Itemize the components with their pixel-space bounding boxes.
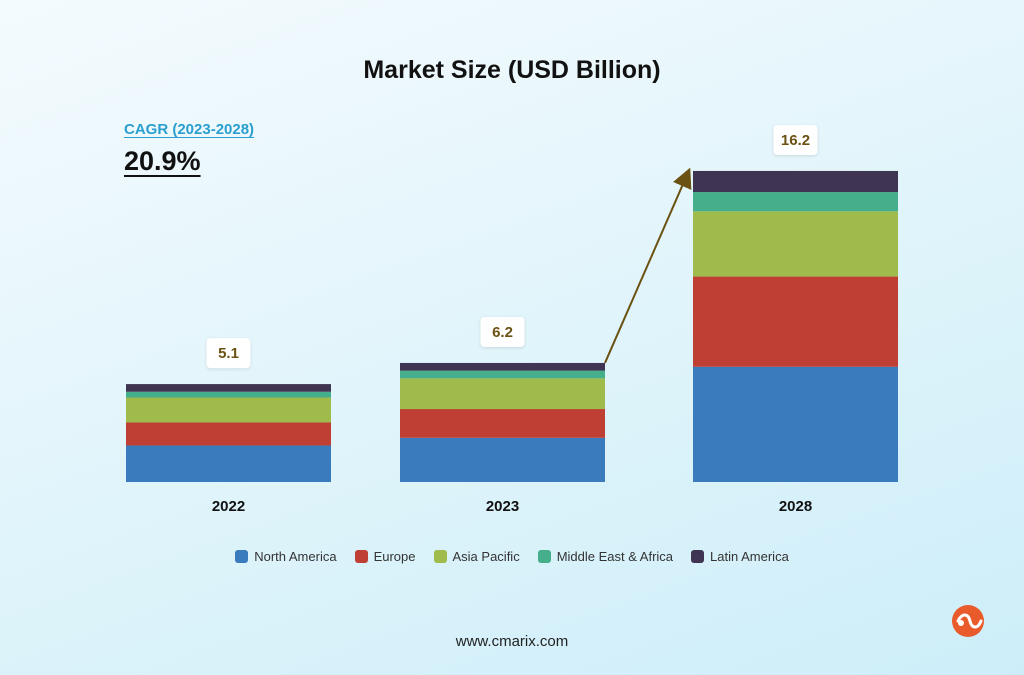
bar-segment-2028-north-america (693, 366, 898, 482)
bar-segment-2022-middle-east-africa (126, 391, 331, 398)
bar-segment-2022-asia-pacific (126, 397, 331, 423)
legend-label: Middle East & Africa (556, 549, 674, 564)
total-label-2023: 6.2 (492, 324, 513, 341)
total-label-2022: 5.1 (218, 345, 239, 362)
legend: North America Europe Asia Pacific Middle Ea… (0, 549, 1024, 564)
bar-segment-2028-latin-america (693, 170, 898, 193)
bar-segment-2023-latin-america (400, 362, 605, 371)
bar-segment-2028-asia-pacific (693, 211, 898, 277)
cmarix-logo-icon (952, 605, 984, 637)
category-label-2028: 2028 (779, 498, 812, 515)
cagr-label: CAGR (2023-2028) (124, 121, 255, 138)
cagr-value: 20.9% (124, 146, 201, 176)
chart-title: Market Size (USD Billion) (363, 56, 661, 84)
bar-segment-2023-europe (400, 409, 605, 438)
legend-swatch (537, 550, 551, 563)
total-label-box-2022 (206, 338, 251, 369)
category-label-2022: 2022 (212, 498, 245, 515)
legend-item-asia-pacific: Asia Pacific (433, 549, 520, 564)
bar-segment-2023-asia-pacific (400, 378, 605, 410)
legend-swatch (354, 550, 368, 563)
bar-segment-2028-europe (693, 276, 898, 367)
growth-arrow (604, 167, 692, 364)
legend-swatch (691, 550, 705, 563)
bar-segment-2023-north-america (400, 437, 605, 482)
legend-label: North America (254, 549, 337, 564)
total-label-2028: 16.2 (781, 132, 810, 149)
total-label-box-2023 (480, 316, 525, 347)
total-label-box-2028 (773, 124, 818, 155)
legend-label: Latin America (710, 549, 789, 564)
legend-label: Europe (373, 549, 416, 564)
category-label-2023: 2023 (486, 498, 519, 515)
bar-segment-2022-north-america (126, 445, 331, 482)
bar-segment-2023-middle-east-africa (400, 370, 605, 379)
legend-item-north-america: North America (235, 549, 337, 564)
legend-label: Asia Pacific (452, 549, 520, 564)
bar-segment-2028-middle-east-africa (693, 192, 898, 212)
footer-url: www.cmarix.com (455, 633, 569, 650)
legend-item-europe: Europe (354, 549, 416, 564)
bar-segment-2022-europe (126, 422, 331, 446)
legend-item-latin-america: Latin America (691, 549, 789, 564)
legend-swatch (235, 550, 249, 563)
bar-segment-2022-latin-america (126, 384, 331, 392)
legend-swatch (433, 550, 447, 563)
legend-item-middle-east-africa: Middle East & Africa (537, 549, 674, 564)
